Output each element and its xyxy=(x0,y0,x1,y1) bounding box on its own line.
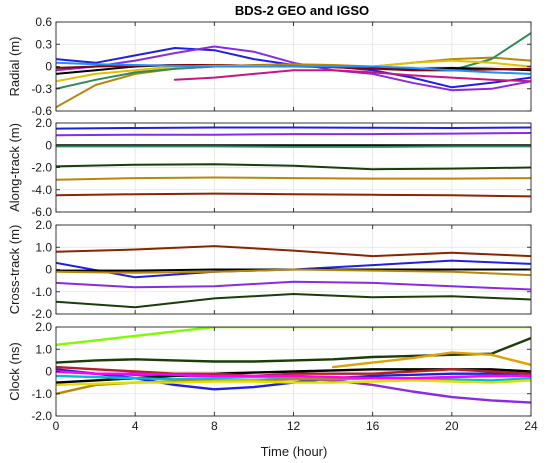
x-tick-label: 12 xyxy=(287,419,301,433)
series-line-6 xyxy=(56,176,531,181)
series-line-10 xyxy=(56,379,531,387)
panel-1: 0.6 0.3 0 -0.3 -0.6 Radial (m) xyxy=(7,15,532,118)
y-tick-label: 0 xyxy=(45,365,52,379)
series-line-11 xyxy=(56,370,531,380)
x-tick-label: 4 xyxy=(132,419,139,433)
series-line-7 xyxy=(173,69,531,83)
y-tick-label: 2.0 xyxy=(35,320,52,334)
y-tick-label: -2.0 xyxy=(31,409,52,423)
y-tick-label: -0.3 xyxy=(31,82,52,96)
x-tick-label: 0 xyxy=(53,419,60,433)
y-tick-label: -4.0 xyxy=(31,183,52,197)
panel-2: 2.0 0 -2.0 -4.0 -6.0 Along-track (m) xyxy=(7,116,532,219)
x-tick-label: 16 xyxy=(366,419,380,433)
y-tick-label: 0 xyxy=(45,263,52,277)
series-line-7 xyxy=(56,192,531,198)
series-line-4 xyxy=(56,145,531,148)
y-axis-label: Cross-track (m) xyxy=(7,225,22,315)
x-tick-label: 8 xyxy=(211,419,218,433)
series-line-5 xyxy=(56,280,531,291)
series-line-5 xyxy=(56,163,531,171)
series-line-7 xyxy=(56,365,531,378)
x-tick-label: 24 xyxy=(524,419,538,433)
y-tick-label: 0 xyxy=(45,138,52,152)
series-line-1 xyxy=(56,126,531,130)
series-line-2 xyxy=(56,336,531,364)
y-tick-label: -2.0 xyxy=(31,307,52,321)
series-line-2 xyxy=(56,45,531,92)
y-tick-label: 1.0 xyxy=(35,342,52,356)
y-tick-label: 1.0 xyxy=(35,240,52,254)
y-tick-label: 2.0 xyxy=(35,218,52,232)
x-tick-label: 20 xyxy=(445,419,459,433)
series-line-9 xyxy=(56,61,531,75)
series-group xyxy=(56,245,531,309)
y-tick-label: 0.3 xyxy=(35,37,52,51)
series-line-3 xyxy=(331,351,531,369)
y-tick-label: 2.0 xyxy=(35,116,52,130)
y-axis-label: Along-track (m) xyxy=(7,123,22,212)
panel-3: 2.0 1.0 0 -1.0 -2.0 Cross-track (m) xyxy=(7,218,532,321)
y-tick-label: 0.6 xyxy=(35,15,52,29)
x-axis-label: Time (hour) xyxy=(261,444,328,459)
series-line-4 xyxy=(56,268,531,277)
series-group xyxy=(56,32,531,109)
y-tick-label: -2.0 xyxy=(31,161,52,175)
series-group xyxy=(56,327,531,404)
series-line-1 xyxy=(56,327,531,346)
y-tick-label: -1.0 xyxy=(31,387,52,401)
y-tick-label: 0 xyxy=(45,60,52,74)
chart-title: BDS-2 GEO and IGSO xyxy=(235,3,369,18)
y-axis-label: Radial (m) xyxy=(7,37,22,97)
y-tick-label: -6.0 xyxy=(31,205,52,219)
series-line-6 xyxy=(56,293,531,309)
y-tick-label: -1.0 xyxy=(31,285,52,299)
series-line-2 xyxy=(56,132,531,137)
series-group xyxy=(56,126,531,198)
y-axis-label: Clock (ns) xyxy=(7,342,22,401)
series-line-1 xyxy=(56,245,531,258)
y-tick-label: -0.6 xyxy=(31,104,52,118)
series-line-3 xyxy=(56,56,531,109)
